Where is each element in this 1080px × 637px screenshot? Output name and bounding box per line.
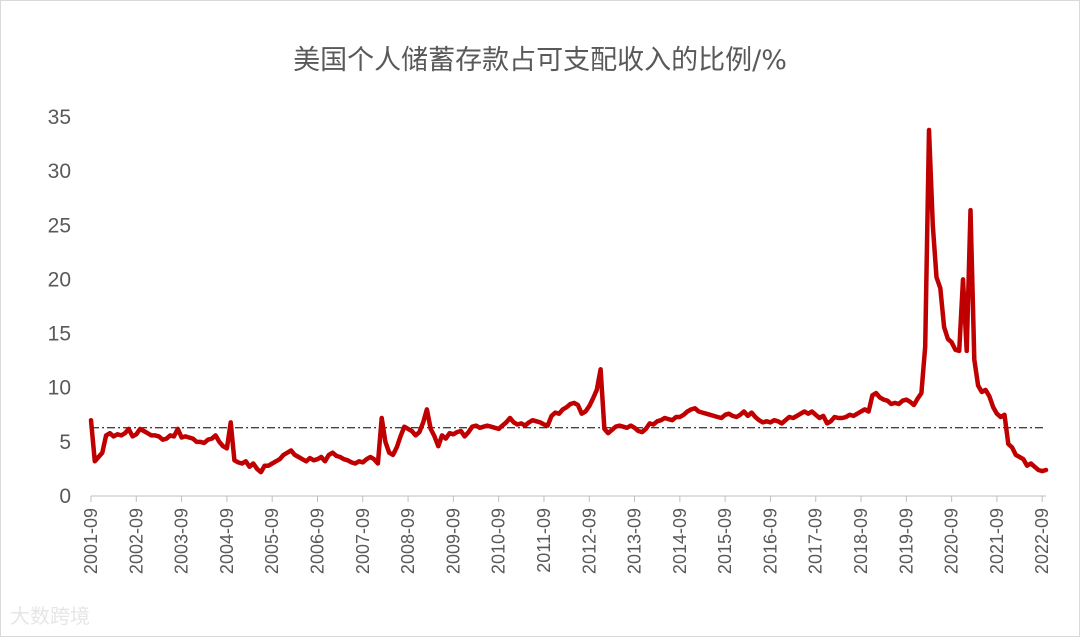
x-tick-label: 2009-09 <box>443 508 463 574</box>
y-tick-label: 10 <box>48 377 71 400</box>
series-group <box>88 127 1049 475</box>
x-tick-label: 2020-09 <box>942 508 962 574</box>
x-tick-label: 2017-09 <box>806 508 826 574</box>
x-tick-label: 2003-09 <box>172 508 192 574</box>
y-tick-label: 25 <box>48 214 71 237</box>
y-tick-label: 15 <box>48 323 71 346</box>
chart-title: 美国个人储蓄存款占可支配收入的比例/% <box>293 45 787 76</box>
x-tick-label: 2007-09 <box>353 508 373 574</box>
x-tick-label: 2008-09 <box>398 508 418 574</box>
x-tick-label: 2014-09 <box>670 508 690 574</box>
x-tick-label: 2019-09 <box>896 508 916 574</box>
x-tick-label: 2018-09 <box>851 508 871 574</box>
x-tick-label: 2011-09 <box>534 508 554 573</box>
savings-rate-line <box>88 127 1049 475</box>
x-tick-label: 2010-09 <box>489 508 509 574</box>
x-tick-label: 2005-09 <box>262 508 282 574</box>
y-tick-label: 5 <box>59 431 71 454</box>
x-tick-label: 2002-09 <box>126 508 146 574</box>
y-tick-label: 0 <box>59 485 71 508</box>
x-tick-label: 2004-09 <box>217 508 237 574</box>
y-axis: 0 5 10 15 20 25 30 35 <box>48 106 71 508</box>
x-tick-label: 2013-09 <box>625 508 645 574</box>
x-tick-label: 2001-09 <box>81 508 101 574</box>
x-tick-label: 2016-09 <box>760 508 780 574</box>
y-tick-label: 30 <box>48 160 71 183</box>
x-tick-label: 2021-09 <box>987 508 1007 574</box>
y-tick-label: 20 <box>48 268 71 291</box>
x-tick-label: 2006-09 <box>307 508 327 574</box>
x-tick-label: 2022-09 <box>1032 508 1052 574</box>
x-axis: 2001-09 2002-09 2003-09 2004-09 2005-09 2006-… <box>81 495 1052 574</box>
y-tick-label: 35 <box>48 106 71 129</box>
x-tick-label: 2015-09 <box>715 508 735 574</box>
x-tick-label: 2012-09 <box>579 508 599 574</box>
watermark-text: 大数跨境 <box>10 604 90 628</box>
